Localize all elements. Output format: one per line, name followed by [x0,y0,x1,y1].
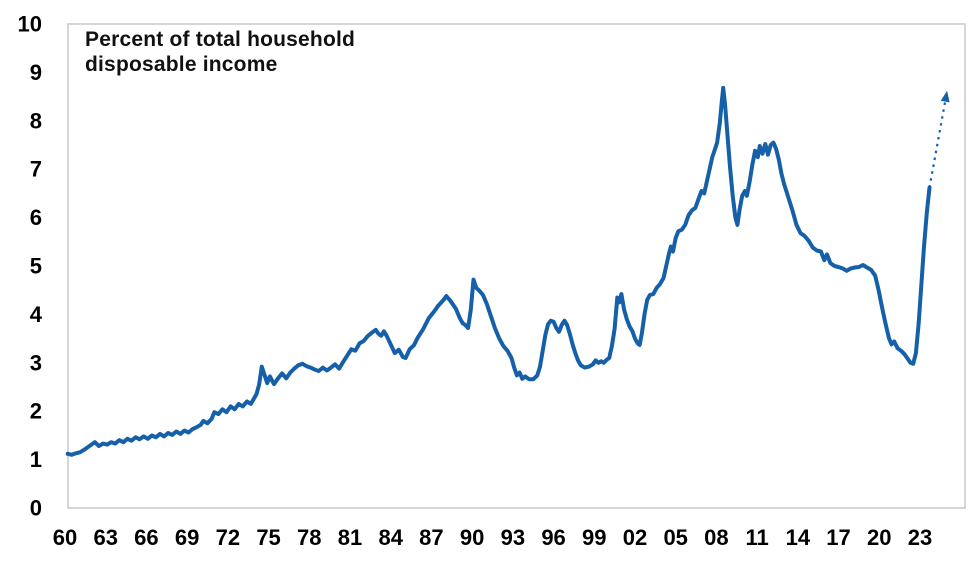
x-axis-labels: 60 63 66 69 72 75 78 81 84 87 90 93 96 99 02 05 08 11 14 17… [53,525,932,550]
x-tick-label: 63 [93,525,117,550]
y-tick-label: 3 [30,350,42,375]
x-tick-label: 20 [867,525,891,550]
x-tick-label: 90 [460,525,484,550]
x-tick-label: 08 [704,525,728,550]
data-line [65,85,932,457]
x-tick-label: 84 [378,525,403,550]
x-tick-label: 02 [623,525,647,550]
y-tick-label: 1 [30,447,42,472]
y-tick-label: 9 [30,60,42,85]
x-tick-label: 11 [745,525,768,550]
y-tick-label: 2 [30,399,42,424]
y-tick-label: 6 [30,205,42,230]
x-tick-label: 99 [582,525,606,550]
x-tick-label: 81 [338,525,362,550]
x-tick-label: 69 [175,525,199,550]
y-tick-label: 5 [30,254,42,279]
x-tick-label: 14 [786,525,811,550]
y-tick-label: 4 [30,302,43,327]
y-tick-label: 7 [30,157,42,182]
x-tick-label: 60 [53,525,77,550]
chart-title-line1: Percent of total household [85,28,356,51]
x-tick-label: 87 [419,525,443,550]
x-tick-label: 23 [908,525,932,550]
chart-title-line2: disposable income [85,53,278,76]
x-tick-label: 75 [256,525,280,550]
plot-border [67,23,966,509]
projection-line [928,101,947,188]
y-axis-labels: 0 1 2 3 4 5 6 7 8 9 10 [18,12,43,521]
y-tick-label: 10 [18,12,42,37]
x-tick-label: 72 [216,525,240,550]
x-tick-label: 66 [134,525,158,550]
x-tick-label: 78 [297,525,321,550]
projection-arrowhead [940,90,950,103]
chart-title: Percent of total household disposable in… [85,27,355,77]
x-tick-label: 05 [663,525,687,550]
y-tick-label: 0 [30,496,42,521]
x-tick-label: 93 [501,525,525,550]
x-tick-label: 96 [541,525,565,550]
x-tick-label: 17 [826,525,850,550]
y-tick-label: 8 [30,108,42,133]
